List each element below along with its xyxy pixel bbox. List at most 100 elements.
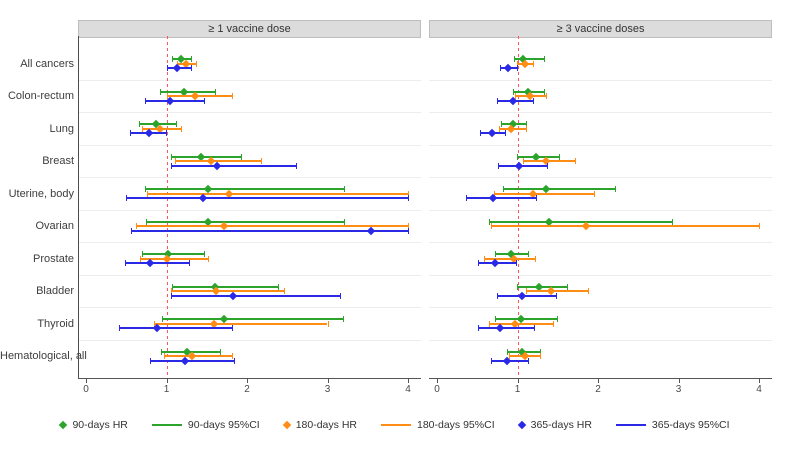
ci-line-180-days bbox=[490, 225, 759, 227]
ci-line-90-days bbox=[503, 188, 615, 190]
legend-item: 365-days HR bbox=[517, 419, 592, 431]
ci-cap bbox=[150, 357, 152, 364]
ci-cap bbox=[465, 195, 467, 201]
ci-line-180-days bbox=[135, 225, 408, 227]
row-separator bbox=[429, 274, 772, 276]
ci-cap bbox=[672, 218, 674, 225]
ci-line-180-days bbox=[489, 322, 553, 325]
legend-label: 365-days 95%CI bbox=[651, 419, 730, 431]
row-separator bbox=[78, 177, 421, 179]
category-label: Bladder bbox=[36, 285, 74, 297]
hr-marker-365-days bbox=[144, 128, 154, 138]
ci-cap bbox=[343, 218, 345, 225]
ci-cap bbox=[527, 357, 529, 364]
legend-item: 180-days 95%CI bbox=[380, 419, 495, 431]
ci-cap bbox=[260, 158, 262, 164]
ci-cap bbox=[189, 260, 191, 266]
ci-cap bbox=[130, 130, 132, 136]
hr-marker-365-days bbox=[180, 356, 190, 365]
ci-cap bbox=[556, 316, 558, 322]
legend-label: 90-days 95%CI bbox=[187, 419, 260, 431]
ci-cap bbox=[478, 325, 480, 331]
reference-line bbox=[166, 36, 168, 378]
hr-marker-365-days bbox=[172, 63, 182, 73]
ci-cap bbox=[203, 97, 205, 104]
row-separator bbox=[429, 242, 772, 244]
category-label: Colon-rectum bbox=[7, 90, 74, 102]
ci-line-365-days bbox=[144, 99, 204, 102]
ci-cap bbox=[139, 121, 141, 127]
ci-cap bbox=[172, 56, 174, 62]
category-label: Lung bbox=[49, 122, 74, 135]
ci-cap bbox=[478, 260, 480, 266]
ci-line-365-days bbox=[170, 294, 341, 297]
hr-marker-365-days bbox=[152, 323, 162, 333]
x-axis-tick bbox=[437, 379, 438, 383]
row-separator bbox=[429, 339, 772, 341]
ci-cap bbox=[536, 195, 537, 201]
ci-cap bbox=[544, 88, 546, 95]
x-tick-label: 4 bbox=[405, 384, 411, 395]
legend-line-icon bbox=[615, 424, 646, 426]
ci-cap bbox=[284, 288, 286, 294]
ci-cap bbox=[593, 190, 595, 197]
ci-cap bbox=[532, 97, 534, 104]
ci-line-365-days bbox=[150, 359, 235, 362]
ci-cap bbox=[408, 223, 409, 229]
legend-line-icon bbox=[380, 424, 411, 426]
ci-cap bbox=[164, 353, 166, 359]
legend-item: 90-days 95%CI bbox=[151, 419, 260, 431]
ci-line-180-days bbox=[167, 95, 232, 97]
ci-cap bbox=[204, 251, 206, 257]
ci-cap bbox=[489, 320, 491, 327]
legend-line-icon bbox=[151, 424, 182, 426]
row-separator bbox=[78, 339, 421, 341]
x-tick-label: 0 bbox=[434, 384, 440, 395]
ci-line-180-days bbox=[164, 355, 232, 357]
ci-cap bbox=[234, 357, 236, 364]
ci-cap bbox=[559, 153, 561, 160]
ci-cap bbox=[490, 223, 492, 229]
ci-cap bbox=[343, 186, 345, 192]
panel-title-dose3: ≥ 3 vaccine doses bbox=[556, 23, 645, 35]
ci-cap bbox=[153, 320, 155, 327]
ci-cap bbox=[535, 255, 537, 262]
hr-marker-365-days bbox=[502, 356, 512, 365]
x-tick-label: 3 bbox=[324, 384, 331, 395]
row-separator bbox=[78, 79, 421, 81]
ci-cap bbox=[176, 60, 178, 67]
x-tick-label: 4 bbox=[756, 384, 762, 395]
ci-cap bbox=[174, 158, 176, 164]
row-separator bbox=[429, 209, 772, 211]
ci-line-90-days bbox=[494, 318, 557, 320]
hr-marker-180-days bbox=[581, 221, 591, 231]
ci-cap bbox=[214, 88, 216, 95]
ci-cap bbox=[231, 93, 233, 99]
y-axis-line bbox=[78, 36, 79, 378]
row-separator bbox=[78, 242, 421, 244]
ci-cap bbox=[588, 288, 590, 294]
ci-cap bbox=[514, 56, 516, 62]
x-tick-label: 0 bbox=[83, 384, 89, 395]
hr-marker-365-days bbox=[145, 258, 154, 268]
ci-cap bbox=[144, 97, 146, 104]
ci-cap bbox=[241, 153, 243, 160]
ci-cap bbox=[408, 195, 409, 201]
ci-cap bbox=[231, 353, 233, 359]
hr-marker-365-days bbox=[503, 63, 513, 73]
row-separator bbox=[78, 144, 421, 146]
ci-cap bbox=[498, 125, 500, 132]
ci-cap bbox=[160, 88, 162, 95]
ci-cap bbox=[196, 60, 198, 67]
category-label: Prostate bbox=[33, 252, 74, 265]
ci-cap bbox=[503, 186, 504, 192]
category-label: Ovarian bbox=[35, 220, 74, 232]
ci-cap bbox=[540, 348, 542, 355]
x-axis-line bbox=[429, 378, 772, 379]
ci-cap bbox=[525, 125, 527, 132]
ci-cap bbox=[501, 121, 503, 127]
category-label: Breast bbox=[42, 155, 74, 167]
ci-line-180-days bbox=[174, 160, 261, 162]
hr-marker-365-days bbox=[229, 291, 238, 300]
